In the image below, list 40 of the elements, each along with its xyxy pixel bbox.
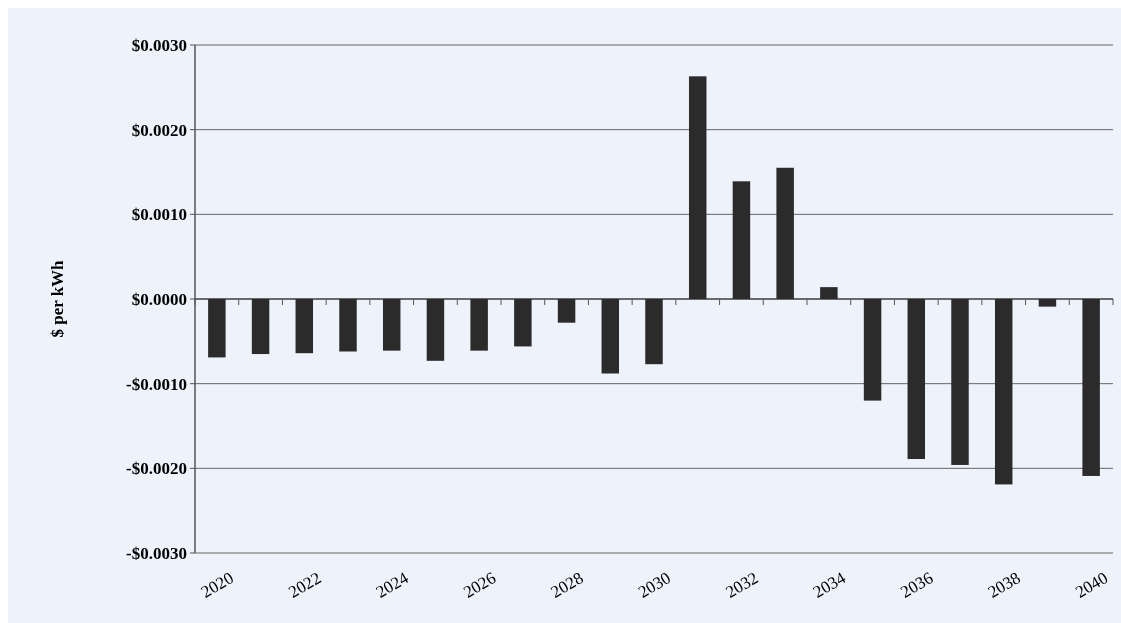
bar bbox=[645, 299, 663, 365]
bar bbox=[820, 287, 838, 299]
bar bbox=[382, 299, 401, 351]
x-tick-label: 2028 bbox=[547, 568, 587, 602]
bar bbox=[994, 299, 1013, 485]
x-tick-label: 2032 bbox=[722, 568, 762, 602]
bar bbox=[295, 299, 314, 354]
bar bbox=[732, 181, 751, 299]
y-axis-title: $ per kWh bbox=[48, 259, 67, 338]
bar bbox=[907, 299, 926, 460]
bar bbox=[1082, 299, 1100, 476]
x-tick-label: 2022 bbox=[285, 568, 325, 602]
x-tick-label: 2024 bbox=[372, 568, 413, 602]
y-tick-label: $0.0020 bbox=[131, 120, 187, 140]
y-tick-label: $0.0030 bbox=[131, 35, 187, 55]
bar bbox=[514, 299, 532, 347]
bar bbox=[776, 167, 794, 299]
x-tick-label: 2040 bbox=[1072, 568, 1112, 602]
bar bbox=[208, 299, 226, 358]
bar bbox=[426, 299, 445, 361]
y-tick-label: -$0.0030 bbox=[126, 543, 187, 563]
y-tick-label: $0.0010 bbox=[131, 205, 187, 225]
bar bbox=[601, 299, 620, 374]
y-tick-label: -$0.0020 bbox=[126, 459, 187, 479]
y-tick-label: $0.0000 bbox=[131, 289, 187, 309]
bar bbox=[251, 299, 270, 355]
bar bbox=[557, 299, 576, 323]
bar bbox=[688, 76, 707, 299]
bar bbox=[863, 299, 882, 401]
x-tick-label: 2026 bbox=[460, 568, 500, 602]
bar bbox=[339, 299, 357, 352]
bar bbox=[1038, 299, 1057, 307]
x-tick-label: 2030 bbox=[635, 568, 674, 602]
bar bbox=[951, 299, 969, 465]
y-tick-label: -$0.0010 bbox=[126, 374, 187, 394]
x-tick-label: 2020 bbox=[197, 568, 237, 602]
x-tick-label: 2036 bbox=[897, 568, 937, 602]
bar bbox=[470, 299, 488, 351]
x-tick-label: 2038 bbox=[984, 568, 1024, 602]
x-tick-label: 2034 bbox=[809, 568, 850, 602]
